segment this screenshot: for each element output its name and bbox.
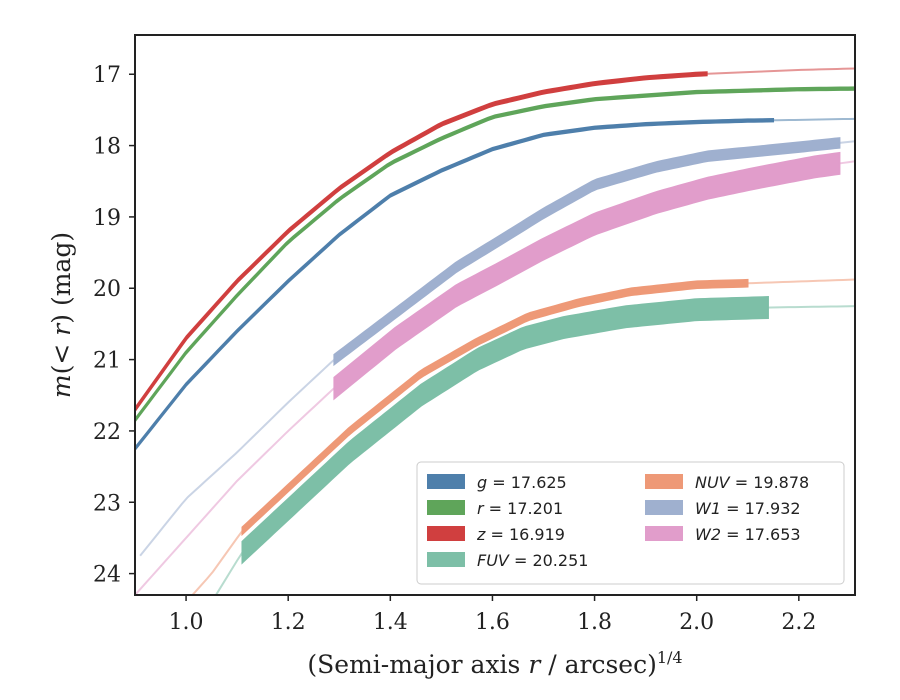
series-layer bbox=[135, 67, 855, 595]
legend-label-w2: W2 = 17.653 bbox=[695, 525, 801, 544]
x-tick-label-1-6: 1.6 bbox=[475, 610, 510, 635]
y-tick-label-22: 22 bbox=[93, 420, 121, 445]
series-z-band bbox=[135, 71, 708, 413]
series-r bbox=[135, 86, 855, 423]
legend-label-w1: W1 = 17.932 bbox=[695, 499, 801, 518]
x-tick-label-2-2: 2.2 bbox=[781, 610, 816, 635]
y-tick-label-17: 17 bbox=[93, 63, 121, 88]
series-w2-band bbox=[333, 151, 841, 401]
y-tick-label-20: 20 bbox=[93, 277, 121, 302]
series-nuv bbox=[191, 278, 855, 595]
legend-label-z: z = 16.919 bbox=[476, 525, 565, 544]
legend-swatch-r bbox=[427, 500, 465, 515]
x-tick-label-1-2: 1.2 bbox=[271, 610, 306, 635]
legend-label-fuv: FUV = 20.251 bbox=[477, 551, 588, 570]
y-tick-label-21: 21 bbox=[93, 349, 121, 374]
y-tick-label-18: 18 bbox=[93, 135, 121, 160]
x-axis-label: (Semi-major axis r / arcsec)1/4 bbox=[307, 648, 682, 679]
ticks-layer: 1.0 1.2 1.4 1.6 1.8 2.0 2.2 17 18 19 20 21 22 23 24 bbox=[93, 63, 816, 635]
y-tick-label-24: 24 bbox=[93, 563, 121, 588]
series-fuv bbox=[214, 296, 855, 595]
legend: g = 17.625 r = 17.201 z = 16.919 FUV = 20.2… bbox=[416, 461, 845, 585]
legend-label-g: g = 17.625 bbox=[477, 473, 567, 492]
legend-swatch-nuv bbox=[645, 474, 683, 489]
legend-label-nuv: NUV = 19.878 bbox=[695, 473, 809, 492]
series-z bbox=[135, 67, 855, 413]
x-tick-label-2-0: 2.0 bbox=[679, 610, 714, 635]
legend-swatch-w1 bbox=[645, 500, 683, 515]
legend-swatch-z bbox=[427, 526, 465, 541]
series-fuv-band bbox=[241, 296, 769, 565]
series-w1-band bbox=[333, 137, 841, 367]
plot-frame bbox=[134, 34, 856, 596]
y-axis-label: m(< r) (mag) bbox=[47, 232, 76, 398]
legend-box bbox=[416, 461, 845, 585]
legend-label-r: r = 17.201 bbox=[477, 499, 563, 518]
series-w1 bbox=[139, 137, 855, 557]
legend-swatch-w2 bbox=[645, 526, 683, 541]
series-r-band bbox=[135, 86, 855, 423]
series-g-band bbox=[135, 118, 775, 452]
legend-swatch-fuv bbox=[427, 552, 465, 567]
x-tick-label-1-4: 1.4 bbox=[373, 610, 408, 635]
series-nuv-band bbox=[241, 278, 749, 537]
x-tick-label-1-8: 1.8 bbox=[577, 610, 612, 635]
x-tick-label-1-0: 1.0 bbox=[169, 610, 204, 635]
series-w2 bbox=[135, 151, 855, 595]
series-g bbox=[135, 117, 855, 452]
y-tick-label-19: 19 bbox=[93, 206, 121, 231]
legend-swatch-g bbox=[427, 474, 465, 489]
y-tick-label-23: 23 bbox=[93, 491, 121, 516]
